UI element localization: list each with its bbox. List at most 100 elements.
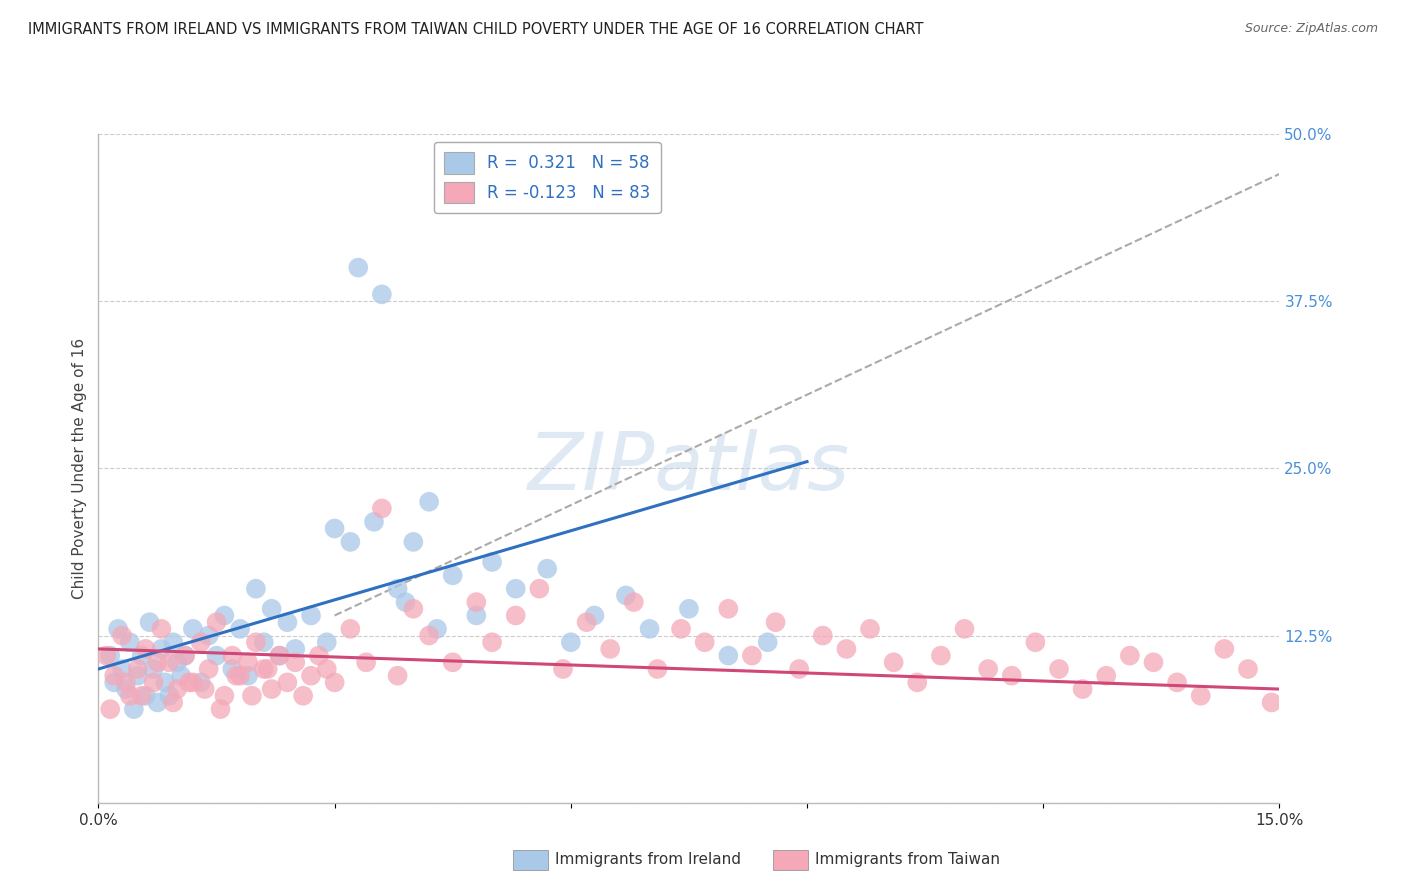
Point [122, 702, 145, 716]
Point [418, 494, 440, 508]
Point [394, 595, 416, 609]
Point [269, 648, 291, 663]
Point [441, 568, 464, 582]
Point [260, 681, 283, 696]
Point [481, 555, 503, 569]
Point [150, 642, 173, 657]
Point [245, 635, 267, 649]
Point [214, 608, 236, 623]
Point [354, 655, 377, 669]
Point [138, 615, 160, 630]
Point [583, 608, 606, 623]
Point [276, 675, 298, 690]
Point [135, 689, 157, 703]
Point [292, 689, 315, 703]
Point [269, 648, 291, 663]
Point [181, 622, 204, 636]
Point [299, 608, 322, 623]
Point [717, 648, 740, 663]
Point [221, 648, 243, 663]
Point [347, 260, 370, 275]
Point [505, 608, 527, 623]
Point [197, 662, 219, 676]
Point [1260, 696, 1282, 710]
Point [96, 648, 118, 663]
Point [170, 669, 193, 683]
Point [859, 622, 882, 636]
Point [323, 521, 346, 535]
Point [162, 696, 184, 710]
Legend: R =  0.321   N = 58, R = -0.123   N = 83: R = 0.321 N = 58, R = -0.123 N = 83 [434, 142, 661, 213]
Point [174, 648, 197, 663]
Point [299, 669, 322, 683]
Point [402, 602, 425, 616]
Point [205, 615, 228, 630]
Point [253, 635, 276, 649]
Point [465, 595, 488, 609]
Point [1024, 635, 1046, 649]
Point [315, 635, 337, 649]
Point [765, 615, 787, 630]
Point [236, 655, 259, 669]
Point [142, 675, 165, 690]
Point [98, 648, 121, 663]
Point [418, 628, 440, 642]
Y-axis label: Child Poverty Under the Age of 16: Child Poverty Under the Age of 16 [72, 338, 87, 599]
Point [111, 662, 134, 676]
Point [623, 595, 645, 609]
Point [127, 662, 149, 676]
Point [103, 669, 125, 683]
Point [614, 589, 637, 603]
Point [209, 702, 232, 716]
Point [190, 675, 212, 690]
Point [253, 662, 276, 676]
Point [115, 681, 138, 696]
Point [323, 675, 346, 690]
Point [308, 648, 330, 663]
Point [560, 635, 582, 649]
Point [194, 681, 217, 696]
Point [1071, 681, 1094, 696]
Point [536, 562, 558, 576]
Point [146, 696, 169, 710]
Point [157, 689, 180, 703]
Point [929, 648, 952, 663]
Point [835, 642, 858, 657]
Point [1237, 662, 1260, 676]
Point [1166, 675, 1188, 690]
Text: Immigrants from Taiwan: Immigrants from Taiwan [815, 853, 1001, 867]
Point [111, 628, 134, 642]
Text: Source: ZipAtlas.com: Source: ZipAtlas.com [1244, 22, 1378, 36]
Point [162, 635, 184, 649]
Point [905, 675, 928, 690]
Point [142, 662, 165, 676]
Point [221, 662, 243, 676]
Point [339, 535, 361, 549]
Point [240, 689, 263, 703]
Point [146, 655, 169, 669]
Point [177, 675, 200, 690]
Point [245, 582, 267, 596]
Point [315, 662, 337, 676]
Point [787, 662, 810, 676]
Point [166, 681, 188, 696]
Point [575, 615, 598, 630]
Point [441, 655, 464, 669]
Point [1047, 662, 1070, 676]
Point [387, 669, 409, 683]
Point [118, 635, 141, 649]
Point [402, 535, 425, 549]
Point [205, 648, 228, 663]
Point [236, 669, 259, 683]
Point [260, 602, 283, 616]
Point [678, 602, 700, 616]
Point [371, 501, 394, 516]
Point [371, 287, 394, 301]
Point [256, 662, 278, 676]
Point [284, 642, 307, 657]
Point [717, 602, 740, 616]
Point [229, 622, 252, 636]
Point [131, 648, 153, 663]
Point [118, 689, 141, 703]
Point [190, 635, 212, 649]
